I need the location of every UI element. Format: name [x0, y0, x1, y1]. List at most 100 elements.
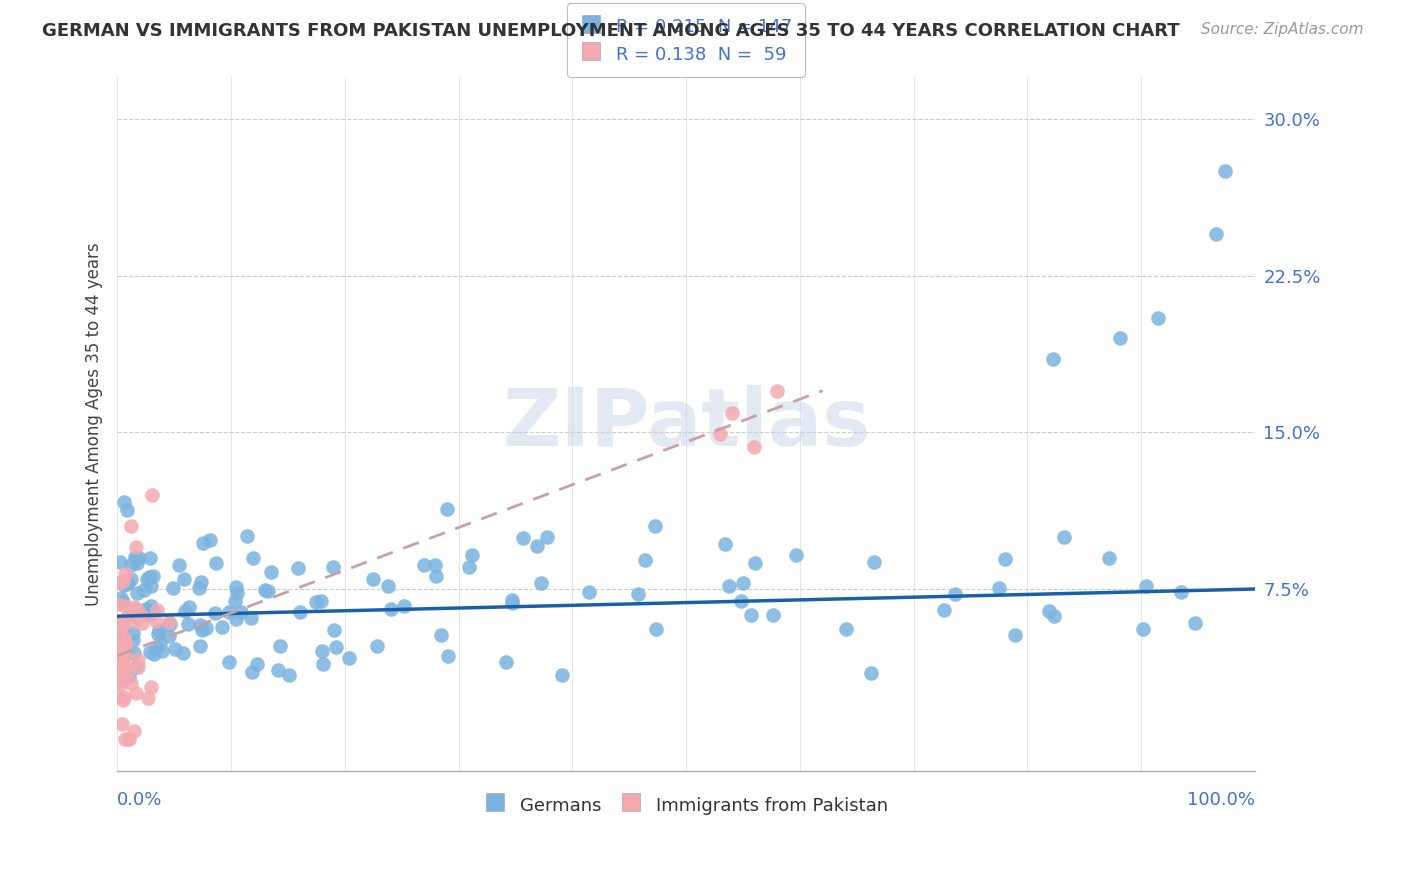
Point — [860, 665, 883, 680]
Point — [142, 569, 165, 583]
Point — [121, 632, 143, 647]
Point — [740, 607, 762, 622]
Point — [205, 556, 228, 570]
Point — [218, 655, 240, 669]
Point — [107, 689, 129, 703]
Point — [108, 648, 131, 663]
Point — [125, 556, 148, 570]
Point — [114, 732, 136, 747]
Point — [122, 646, 145, 660]
Point — [108, 616, 131, 631]
Point — [1170, 585, 1192, 599]
Point — [107, 649, 129, 664]
Point — [149, 635, 172, 649]
Point — [112, 630, 135, 644]
Text: GERMAN VS IMMIGRANTS FROM PAKISTAN UNEMPLOYMENT AMONG AGES 35 TO 44 YEARS CORREL: GERMAN VS IMMIGRANTS FROM PAKISTAN UNEMP… — [42, 22, 1180, 40]
Point — [125, 659, 148, 673]
Point — [118, 732, 141, 747]
Point — [114, 636, 136, 650]
Text: ZIPatlas: ZIPatlas — [502, 385, 870, 463]
Point — [501, 593, 523, 607]
Point — [380, 602, 402, 616]
Point — [458, 559, 481, 574]
Point — [112, 574, 135, 589]
Point — [159, 616, 181, 631]
Point — [1053, 530, 1076, 544]
Point — [111, 595, 134, 609]
Point — [526, 539, 548, 553]
Point — [229, 605, 252, 619]
Point — [195, 621, 218, 635]
Point — [224, 593, 246, 607]
Point — [136, 572, 159, 586]
Point — [117, 607, 139, 622]
Point — [108, 575, 131, 590]
Point — [835, 622, 858, 636]
Point — [277, 667, 299, 681]
Point — [190, 575, 212, 590]
Point — [165, 641, 187, 656]
Point — [240, 611, 263, 625]
Point — [188, 618, 211, 632]
Point — [1205, 227, 1227, 241]
Point — [111, 676, 134, 690]
Point — [114, 577, 136, 591]
Point — [111, 643, 134, 657]
Point — [218, 605, 240, 619]
Point — [107, 644, 129, 658]
Point — [138, 608, 160, 623]
Point — [107, 653, 129, 667]
Point — [1042, 352, 1064, 367]
Point — [627, 587, 650, 601]
Point — [128, 550, 150, 565]
Point — [108, 656, 131, 670]
Point — [107, 657, 129, 671]
Point — [322, 559, 344, 574]
Point — [139, 579, 162, 593]
Point — [111, 617, 134, 632]
Point — [644, 519, 666, 533]
Point — [112, 631, 135, 645]
Point — [1135, 579, 1157, 593]
Point — [111, 653, 134, 667]
Point — [174, 604, 197, 618]
Point — [436, 501, 458, 516]
Point — [120, 558, 142, 573]
Point — [495, 655, 517, 669]
Point — [124, 600, 146, 615]
Point — [114, 566, 136, 581]
Point — [762, 607, 785, 622]
Point — [125, 541, 148, 555]
Point — [110, 652, 132, 666]
Point — [127, 610, 149, 624]
Point — [863, 555, 886, 569]
Point — [312, 657, 335, 672]
Point — [423, 558, 446, 572]
Point — [242, 550, 264, 565]
Point — [1184, 615, 1206, 630]
Point — [179, 600, 201, 615]
Point — [311, 644, 333, 658]
Point — [256, 583, 278, 598]
Point — [267, 663, 290, 677]
Point — [127, 660, 149, 674]
Point — [377, 579, 399, 593]
Point — [107, 617, 129, 632]
Point — [226, 586, 249, 600]
Point — [1004, 628, 1026, 642]
Point — [943, 587, 966, 601]
Point — [124, 614, 146, 628]
Point — [366, 639, 388, 653]
Point — [198, 533, 221, 548]
Point — [1109, 331, 1132, 345]
Point — [112, 690, 135, 704]
Point — [145, 614, 167, 628]
Point — [337, 650, 360, 665]
Point — [309, 593, 332, 607]
Point — [1147, 310, 1170, 325]
Point — [110, 555, 132, 569]
Point — [322, 623, 344, 637]
Point — [714, 537, 737, 551]
Point — [1215, 164, 1237, 178]
Point — [1043, 609, 1066, 624]
